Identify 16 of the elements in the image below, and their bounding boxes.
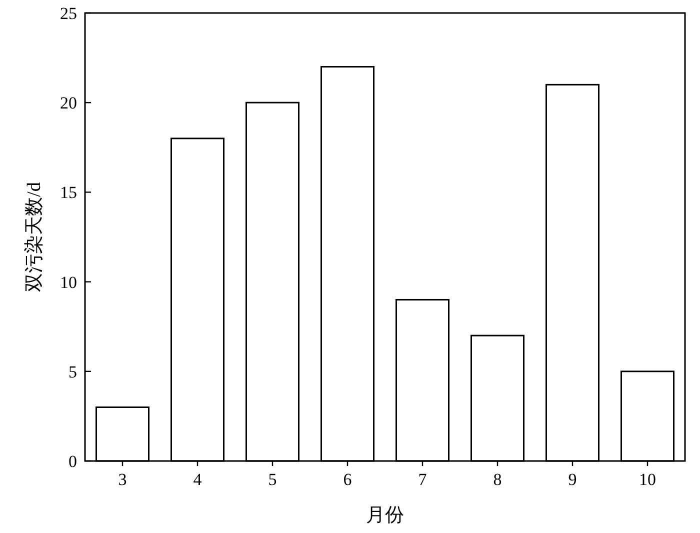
- x-axis-title: 月份: [366, 505, 404, 526]
- x-tick-label: 8: [493, 470, 502, 489]
- y-tick-label: 25: [60, 4, 77, 23]
- x-tick-label: 10: [639, 470, 656, 489]
- y-tick-label: 20: [60, 94, 77, 113]
- y-tick-label: 5: [68, 362, 77, 382]
- x-tick-label: 5: [268, 470, 277, 489]
- y-tick-label: 0: [68, 452, 77, 471]
- y-tick-label: 15: [60, 183, 77, 202]
- x-tick-label: 7: [418, 470, 428, 489]
- x-tick-label: 4: [193, 470, 202, 489]
- y-tick-label: 10: [60, 272, 77, 292]
- x-tick-label: 3: [118, 470, 127, 489]
- x-tick-label: 9: [568, 470, 577, 489]
- x-tick-label: 6: [343, 470, 352, 489]
- y-axis-title: 双污染天数/d: [23, 182, 45, 292]
